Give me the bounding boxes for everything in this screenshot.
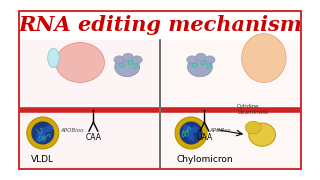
Ellipse shape [188,131,193,140]
Text: APOBas: APOBas [209,128,230,133]
Ellipse shape [41,133,46,142]
Ellipse shape [187,125,192,133]
Ellipse shape [188,57,212,77]
Bar [161,40,301,169]
Ellipse shape [36,135,41,141]
Ellipse shape [114,56,124,64]
Ellipse shape [204,56,215,64]
Ellipse shape [187,56,197,64]
Ellipse shape [115,57,140,77]
Ellipse shape [123,53,133,61]
Text: UAA: UAA [196,133,212,142]
Ellipse shape [245,121,261,134]
Ellipse shape [249,123,276,146]
Ellipse shape [196,53,206,61]
Ellipse shape [40,132,46,142]
Ellipse shape [48,48,59,68]
Bar [19,11,301,40]
Circle shape [27,117,59,149]
Text: RNA editing mechanism: RNA editing mechanism [18,15,302,35]
Ellipse shape [43,126,49,133]
Ellipse shape [183,125,190,132]
Text: APOBioo: APOBioo [60,128,84,133]
Ellipse shape [190,135,195,141]
Ellipse shape [56,42,105,82]
Text: Cytidine
Deaminase: Cytidine Deaminase [237,104,268,115]
Bar [19,40,159,169]
Ellipse shape [187,127,191,133]
Ellipse shape [132,56,142,64]
Circle shape [31,122,54,145]
Circle shape [175,117,207,149]
Text: Chylomicron: Chylomicron [176,155,233,164]
Ellipse shape [190,126,198,134]
Text: VLDL: VLDL [31,155,54,164]
Ellipse shape [36,131,45,137]
Text: CAA: CAA [85,133,101,142]
Circle shape [180,122,203,145]
Ellipse shape [45,125,53,132]
Ellipse shape [242,34,286,82]
